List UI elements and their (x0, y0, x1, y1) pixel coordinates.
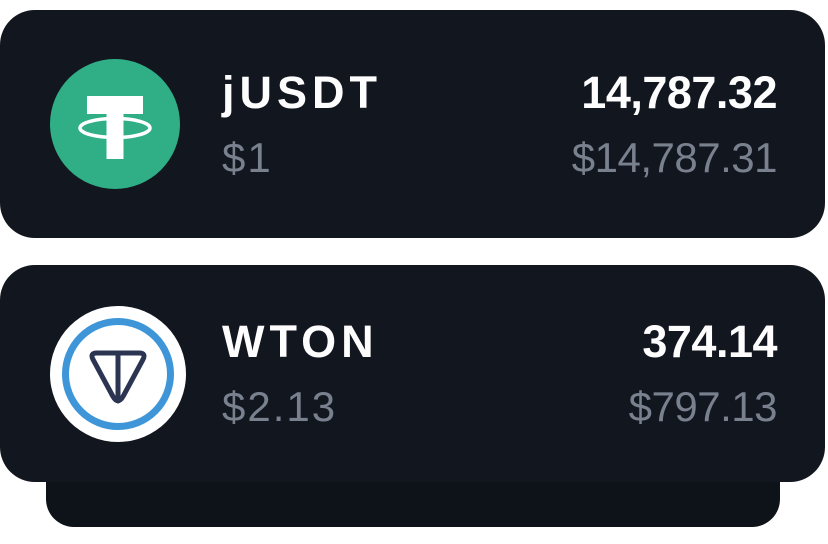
token-sub-line: $1 $14,787.31 (222, 133, 778, 181)
token-fiat-value: $797.13 (628, 383, 778, 430)
token-row-jusdt[interactable]: jUSDT 14,787.32 $1 $14,787.31 (0, 10, 825, 238)
token-symbol: jUSDT (222, 66, 382, 118)
ton-icon (50, 305, 186, 442)
token-fiat-value: $14,787.31 (571, 133, 778, 181)
token-sub-line: $2.13 $797.13 (222, 383, 778, 430)
token-symbol: WTON (222, 316, 379, 367)
token-row-text: WTON 374.14 $2.13 $797.13 (222, 319, 778, 430)
token-balance: 374.14 (642, 316, 777, 367)
token-price: $1 (222, 133, 273, 181)
token-row-text: jUSDT 14,787.32 $1 $14,787.31 (222, 70, 778, 181)
tether-icon (50, 59, 180, 189)
token-row-wton[interactable]: WTON 374.14 $2.13 $797.13 (0, 265, 825, 482)
token-main-line: WTON 374.14 (222, 319, 777, 364)
token-balance: 14,787.32 (581, 66, 777, 118)
token-price: $2.13 (222, 383, 338, 430)
token-main-line: jUSDT 14,787.32 (222, 70, 777, 115)
